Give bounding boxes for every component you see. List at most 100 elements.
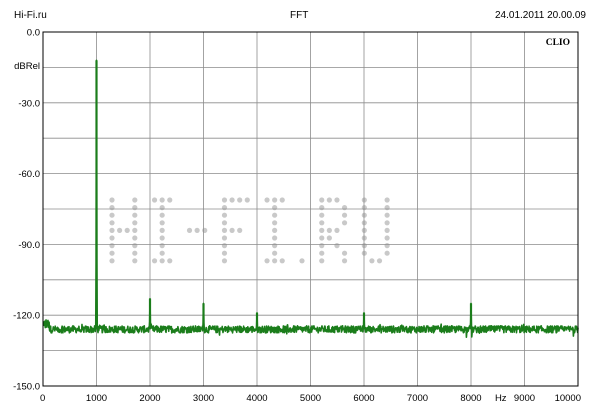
watermark-dot — [132, 243, 138, 249]
x-tick-label: 5000 — [300, 393, 321, 404]
y-axis-ticks: 0.0 -30.0 -60.0 -90.0 -120.0 -150.0 — [13, 28, 40, 393]
watermark-dot — [319, 220, 325, 226]
watermark-dot — [132, 220, 138, 226]
x-tick-label: 4000 — [246, 393, 267, 404]
watermark-dot — [186, 227, 193, 233]
watermark-dot — [221, 197, 228, 203]
watermark-dot — [244, 197, 250, 203]
x-tick-label: 2000 — [139, 393, 160, 404]
header-left: Hi-Fi.ru — [14, 10, 47, 21]
x-tick-label: 7000 — [407, 393, 428, 404]
x-tick-label: 1000 — [86, 393, 107, 404]
watermark-dot — [109, 197, 115, 203]
grid — [43, 32, 578, 386]
watermark-dot — [159, 258, 165, 264]
watermark-dot — [319, 243, 325, 249]
watermark-dot — [202, 227, 208, 233]
watermark-dot — [319, 250, 325, 256]
watermark-dot — [334, 243, 340, 249]
y-tick-label: -150.0 — [13, 382, 40, 393]
watermark-dot — [109, 212, 115, 218]
watermark-dot — [376, 258, 383, 264]
watermark-dot — [319, 258, 325, 264]
watermark-dot — [194, 227, 200, 233]
x-tick-label: 0 — [40, 393, 45, 404]
watermark-dot — [319, 197, 325, 203]
watermark-dot — [124, 227, 130, 233]
watermark-dot — [117, 227, 123, 233]
y-tick-label: -120.0 — [13, 311, 40, 322]
watermark-dot — [237, 227, 243, 233]
watermark-dot — [334, 197, 340, 203]
watermark-dot — [132, 227, 138, 233]
watermark-dot — [272, 250, 278, 256]
watermark-dot — [384, 227, 390, 233]
watermark-dot — [326, 197, 332, 203]
watermark-dot — [319, 235, 325, 241]
watermark-dot — [221, 205, 228, 211]
watermark-dot — [221, 250, 228, 256]
watermark-dot — [109, 258, 115, 264]
watermark-dot — [221, 227, 228, 233]
y-tick-label: -60.0 — [18, 169, 40, 180]
watermark-dot — [334, 227, 340, 233]
watermark-dot — [341, 220, 348, 226]
watermark-dot — [319, 205, 325, 211]
watermark-dot — [299, 258, 305, 264]
watermark-dot — [264, 197, 270, 203]
clio-brand-label: CLIO — [546, 38, 570, 48]
y-tick-label: -30.0 — [18, 98, 40, 109]
watermark-dot — [341, 258, 348, 264]
watermark-dot — [159, 243, 165, 249]
x-axis-ticks: 0 1000 2000 3000 4000 5000 6000 7000 8000 9000 100… — [40, 393, 581, 404]
x-tick-label: 6000 — [353, 393, 374, 404]
watermark-dot — [132, 235, 138, 241]
watermark-dot — [384, 243, 390, 249]
watermark-dot — [279, 258, 285, 264]
watermark-dot — [326, 235, 332, 241]
watermark-dot — [229, 197, 235, 203]
y-tick-label: -90.0 — [18, 240, 40, 251]
y-tick-label: 0.0 — [27, 28, 40, 39]
watermark-dot — [279, 197, 285, 203]
watermark-dot — [384, 205, 390, 211]
watermark-dot — [221, 220, 228, 226]
watermark-dot — [159, 205, 165, 211]
watermark-dot — [384, 220, 390, 226]
watermark-dot — [384, 250, 390, 256]
watermark-dot — [384, 235, 390, 241]
watermark-dot — [109, 220, 115, 226]
spectrum-trace — [42, 59, 579, 339]
watermark-dot — [341, 212, 348, 218]
watermark-dot — [159, 220, 165, 226]
watermark-dot — [272, 235, 278, 241]
watermark-dot — [221, 235, 228, 241]
header-title: FFT — [290, 10, 309, 21]
watermark-dot — [319, 227, 325, 233]
watermark-dot — [272, 227, 278, 233]
x-tick-label: 8000 — [460, 393, 481, 404]
watermark-dot — [221, 243, 228, 249]
watermark-dot — [109, 205, 115, 211]
x-axis-label: Hz — [495, 393, 507, 404]
watermark-dot — [132, 197, 138, 203]
watermark-dot — [229, 227, 235, 233]
watermark — [109, 197, 390, 264]
plot-frame — [42, 31, 579, 387]
watermark-dot — [132, 212, 138, 218]
watermark-dot — [264, 258, 270, 264]
watermark-dot — [272, 197, 278, 203]
trace-layer — [42, 59, 579, 339]
watermark-dot — [272, 243, 278, 249]
watermark-dot — [132, 250, 138, 256]
watermark-dot — [384, 212, 390, 218]
watermark-dot — [237, 197, 243, 203]
watermark-dot — [151, 258, 158, 264]
x-tick-label: 3000 — [193, 393, 214, 404]
watermark-dot — [384, 197, 390, 203]
watermark-dot — [221, 258, 228, 264]
watermark-dot — [159, 235, 165, 241]
watermark-dot — [167, 258, 173, 264]
watermark-dot — [272, 220, 278, 226]
